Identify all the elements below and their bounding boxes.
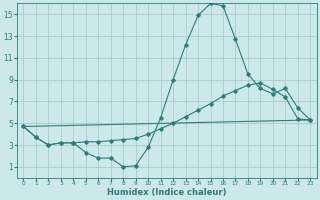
X-axis label: Humidex (Indice chaleur): Humidex (Indice chaleur) [107, 188, 227, 197]
